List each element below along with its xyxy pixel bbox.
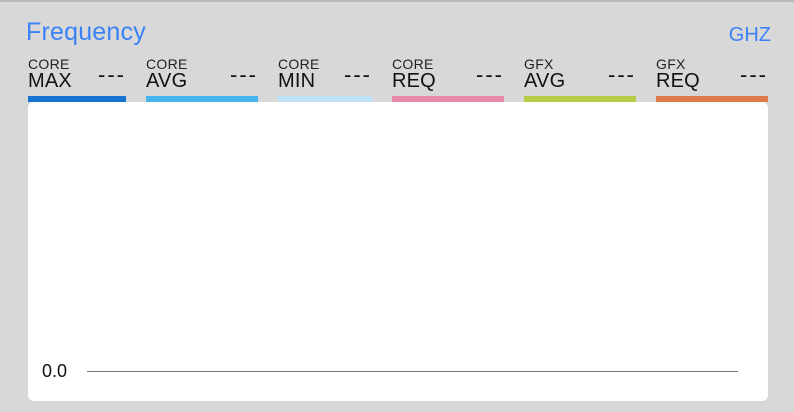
y-axis-label: 0.0	[42, 361, 68, 381]
metric-value: ---	[98, 62, 126, 87]
frequency-graph: 0.0	[28, 102, 768, 401]
metric-color-bar	[392, 96, 504, 102]
metric-core-avg: CORE AVG ---	[146, 56, 258, 102]
metric-category: GFX	[524, 56, 554, 72]
metric-value: ---	[608, 62, 636, 87]
metric-color-bar	[146, 96, 258, 102]
metric-value: ---	[230, 62, 258, 87]
metric-value: ---	[476, 62, 504, 87]
metric-core-max: CORE MAX ---	[28, 56, 126, 102]
baseline	[87, 371, 738, 372]
metric-category: CORE	[146, 56, 188, 72]
metric-value: ---	[740, 62, 768, 87]
metric-core-min: CORE MIN ---	[278, 56, 372, 102]
metric-name: REQ	[656, 70, 700, 92]
metric-category: CORE	[392, 56, 434, 72]
metric-gfx-req: GFX REQ ---	[656, 56, 768, 102]
metric-category: GFX	[656, 56, 686, 72]
panel-title: Frequency	[26, 18, 146, 46]
metric-name: MIN	[278, 70, 316, 92]
metric-color-bar	[278, 96, 372, 102]
metric-gfx-avg: GFX AVG ---	[524, 56, 636, 102]
metric-category: CORE	[28, 56, 70, 72]
metric-value: ---	[344, 62, 372, 87]
metric-color-bar	[524, 96, 636, 102]
metric-name: MAX	[28, 70, 72, 92]
metric-color-bar	[28, 96, 126, 102]
unit-label: GHZ	[728, 24, 771, 46]
metric-name: AVG	[524, 70, 566, 92]
metric-name: REQ	[392, 70, 436, 92]
metric-core-req: CORE REQ ---	[392, 56, 504, 102]
metric-color-bar	[656, 96, 768, 102]
metric-name: AVG	[146, 70, 188, 92]
metric-category: CORE	[278, 56, 320, 72]
